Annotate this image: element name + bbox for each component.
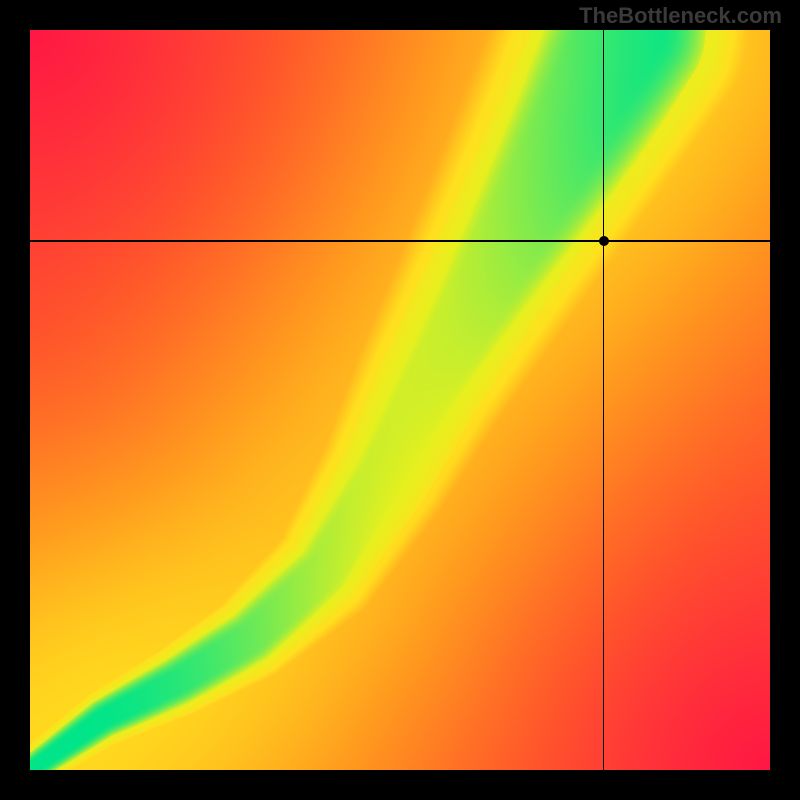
crosshair-dot [599,236,609,246]
heatmap-canvas [30,30,770,770]
heatmap-plot [30,30,770,770]
crosshair-vertical [603,30,605,770]
watermark-text: TheBottleneck.com [579,3,782,29]
crosshair-horizontal [30,240,770,242]
